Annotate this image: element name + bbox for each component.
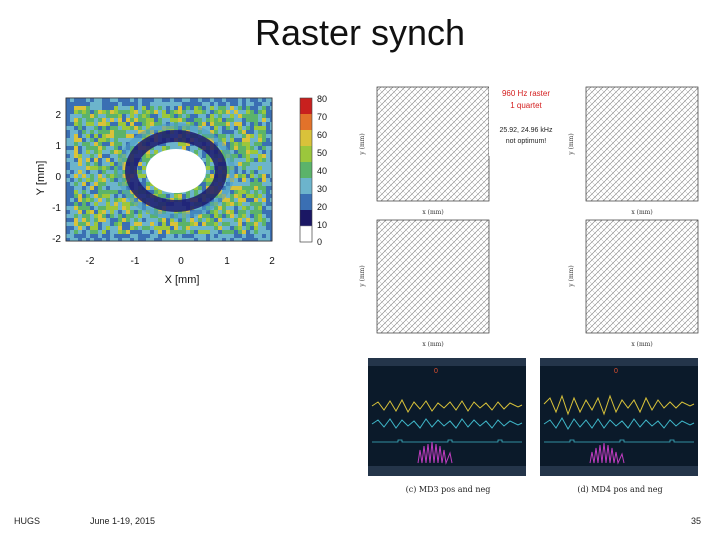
- x-tick: -1: [131, 256, 140, 267]
- heatmap-figure: 2 1 0 -1 -2 -2 -1 0 1 2 X [mm] Y [mm] 80: [35, 94, 327, 286]
- raster-xlabel: x (mm): [631, 209, 652, 216]
- raster-pattern-figure: y (mm) x (mm) y (mm) x (mm) y (mm) x (mm…: [359, 86, 699, 348]
- colorbar-tick: 70: [317, 112, 327, 122]
- trace-baseline: [544, 439, 694, 443]
- raster-xlabel: x (mm): [422, 209, 443, 216]
- annotation-line-2: 1 quartet: [510, 101, 542, 110]
- y-tick: 2: [55, 110, 61, 121]
- raster-ylabel: y (mm): [359, 133, 366, 155]
- trace-baseline: [372, 439, 522, 443]
- x-tick: 2: [269, 256, 275, 267]
- raster-annotation: 960 Hz raster 1 quartet 25.92, 24.96 kHz…: [489, 86, 565, 156]
- x-tick: -2: [86, 256, 95, 267]
- x-tick: 0: [178, 256, 184, 267]
- colorbar-tick: 10: [317, 220, 327, 230]
- colorbar-tick: 30: [317, 184, 327, 194]
- raster-ylabel: y (mm): [568, 265, 575, 287]
- trace-cyan: [371, 418, 523, 429]
- y-tick: 1: [55, 141, 61, 152]
- y-tick: -1: [52, 203, 61, 214]
- raster-panel-top-right: y (mm) x (mm): [568, 86, 699, 216]
- colorbar-tick: 40: [317, 166, 327, 176]
- heatmap-ring-dark: [125, 130, 227, 212]
- trace-magenta: [589, 442, 625, 465]
- oscilloscope-figure: 0 0 (c) MD3 pos and neg (d) MD4 pos and …: [368, 358, 698, 494]
- annotation-line-3: 25.92, 24.96 kHz: [500, 127, 553, 134]
- slide-title: Raster synch: [254, 12, 466, 53]
- x-tick: 1: [224, 256, 230, 267]
- colorbar-tick: 80: [317, 94, 327, 104]
- heatmap-hole: [146, 149, 206, 193]
- colorbar: 80 70 60 50 40 30 20 10 0: [299, 94, 327, 247]
- colorbar-tick: 20: [317, 202, 327, 212]
- y-tick: -2: [52, 234, 61, 245]
- x-axis-label: X [mm]: [165, 274, 200, 286]
- trace-yellow: [543, 394, 695, 416]
- scope-caption-left: (c) MD3 pos and neg: [406, 485, 491, 494]
- y-axis-ticks: 2 1 0 -1 -2: [52, 110, 61, 245]
- scope-caption-right: (d) MD4 pos and neg: [577, 485, 662, 494]
- heatmap-ring-mid: [117, 123, 235, 219]
- raster-panel-bottom-right: y (mm) x (mm): [568, 219, 699, 348]
- footer-left: HUGS: [14, 516, 41, 526]
- annotation-line-4: not optimum!: [506, 138, 547, 145]
- annotation-line-1: 960 Hz raster: [502, 89, 550, 98]
- y-axis-label: Y [mm]: [35, 161, 47, 196]
- raster-panel-bottom-left: y (mm) x (mm): [359, 219, 490, 348]
- scope-marker: 0: [434, 368, 438, 375]
- scope-marker: 0: [614, 368, 618, 375]
- trace-magenta: [417, 441, 453, 465]
- scope-screen-left: 0: [368, 358, 526, 476]
- raster-ylabel: y (mm): [568, 133, 575, 155]
- colorbar-tick: 60: [317, 130, 327, 140]
- footer-date: June 1-19, 2015: [90, 516, 156, 526]
- scope-screen-right: 0: [540, 358, 698, 476]
- colorbar-tick: 50: [317, 148, 327, 158]
- y-tick: 0: [55, 172, 61, 183]
- trace-yellow: [371, 398, 523, 414]
- raster-ylabel: y (mm): [359, 265, 366, 287]
- raster-xlabel: x (mm): [422, 341, 443, 348]
- page-number: 35: [691, 516, 702, 526]
- raster-panel-top-left: y (mm) x (mm): [359, 86, 490, 216]
- colorbar-tick: 0: [317, 237, 322, 247]
- trace-cyan: [543, 416, 695, 431]
- raster-xlabel: x (mm): [631, 341, 652, 348]
- x-axis-ticks: -2 -1 0 1 2: [86, 256, 276, 267]
